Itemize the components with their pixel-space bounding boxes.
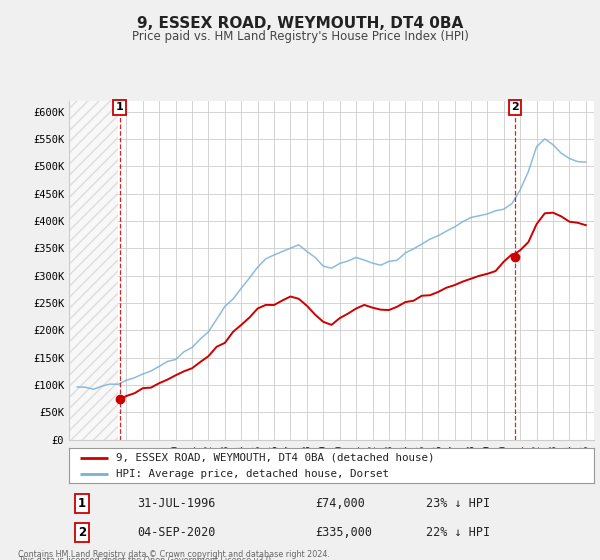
- Bar: [69, 101, 118, 440]
- Text: HPI: Average price, detached house, Dorset: HPI: Average price, detached house, Dors…: [116, 469, 389, 479]
- Text: This data is licensed under the Open Government Licence v3.0.: This data is licensed under the Open Gov…: [18, 556, 274, 560]
- Text: 31-JUL-1996: 31-JUL-1996: [137, 497, 215, 510]
- Text: 04-SEP-2020: 04-SEP-2020: [137, 526, 215, 539]
- Text: 23% ↓ HPI: 23% ↓ HPI: [426, 497, 490, 510]
- Text: £335,000: £335,000: [316, 526, 373, 539]
- Text: Price paid vs. HM Land Registry's House Price Index (HPI): Price paid vs. HM Land Registry's House …: [131, 30, 469, 43]
- Text: 2: 2: [511, 102, 518, 113]
- Text: 9, ESSEX ROAD, WEYMOUTH, DT4 0BA: 9, ESSEX ROAD, WEYMOUTH, DT4 0BA: [137, 16, 463, 31]
- Text: 1: 1: [78, 497, 86, 510]
- Text: 9, ESSEX ROAD, WEYMOUTH, DT4 0BA (detached house): 9, ESSEX ROAD, WEYMOUTH, DT4 0BA (detach…: [116, 452, 435, 463]
- Text: £74,000: £74,000: [316, 497, 365, 510]
- Text: 22% ↓ HPI: 22% ↓ HPI: [426, 526, 490, 539]
- Text: 1: 1: [116, 102, 124, 113]
- Text: Contains HM Land Registry data © Crown copyright and database right 2024.: Contains HM Land Registry data © Crown c…: [18, 550, 330, 559]
- Text: 2: 2: [78, 526, 86, 539]
